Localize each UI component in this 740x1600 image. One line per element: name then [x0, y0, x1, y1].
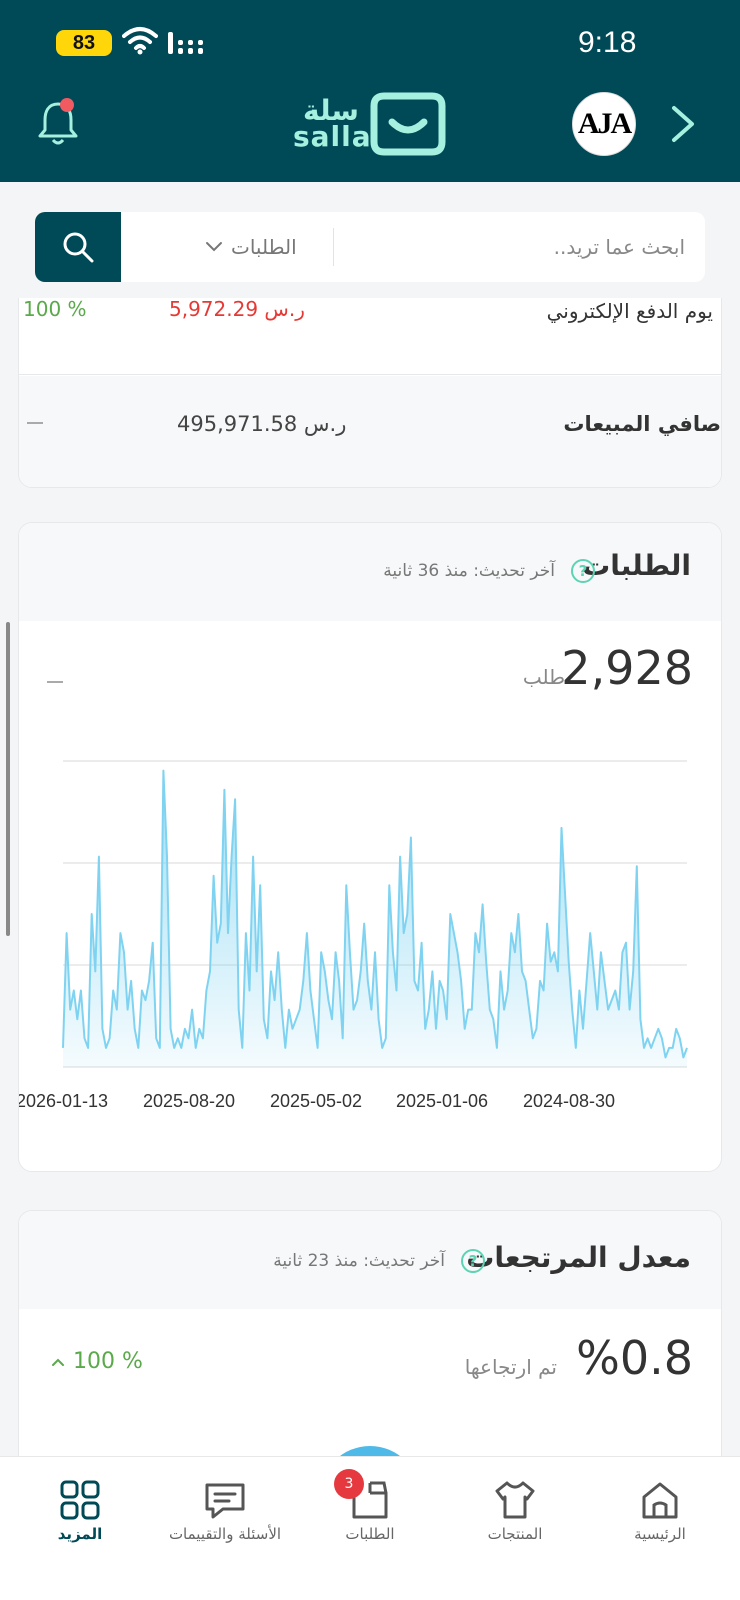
nav-label: المنتجات — [487, 1525, 543, 1543]
nav-label: الرئيسية — [634, 1525, 686, 1543]
nav-item-questions-reviews[interactable]: الأسئلة والتقييمات — [155, 1457, 295, 1557]
net-sales-label: صافي المبيعات — [563, 412, 721, 436]
arrow-up-icon — [52, 1358, 64, 1366]
cellular-signal-icon — [168, 32, 203, 54]
chart-area — [63, 770, 687, 1067]
wifi-icon — [122, 27, 158, 55]
summary-row-value: 5,972.29 ر.س — [169, 297, 305, 321]
search-divider — [333, 228, 334, 266]
box-icon — [352, 1481, 388, 1519]
chart-x-tick-label: 2025-08-20 — [143, 1091, 235, 1111]
comment-icon — [205, 1483, 245, 1519]
help-icon[interactable]: ? — [571, 559, 595, 583]
chevron-right-icon[interactable] — [670, 104, 696, 144]
returns-rate-card: معدل المرتجعات ? آخر تحديث: منذ 23 ثانية… — [18, 1210, 722, 1470]
nav-label: الطلبات — [345, 1525, 395, 1543]
nav-item-orders[interactable]: الطلبات — [320, 1457, 420, 1557]
returns-rate-unit: تم ارتجاعها — [464, 1355, 557, 1379]
chart-x-tick-label: 2025-05-02 — [270, 1091, 362, 1111]
salla-logo-icon — [370, 92, 446, 156]
nav-item-home[interactable]: الرئيسية — [610, 1457, 710, 1557]
search-input[interactable] — [345, 212, 685, 282]
search-icon — [63, 232, 94, 263]
summary-row — [19, 291, 721, 375]
nav-item-products[interactable]: المنتجات — [465, 1457, 565, 1557]
returns-rate-change: 100 % — [51, 1349, 143, 1374]
search-category-label: الطلبات — [231, 235, 297, 259]
scroll-indicator — [6, 622, 10, 936]
summary-row-change: 100 % — [23, 297, 87, 321]
nav-label: المزيد — [57, 1525, 103, 1543]
chart-x-tick-label: 2024-08-30 — [523, 1091, 615, 1111]
orders-total: 2,928 — [561, 641, 693, 695]
net-sales-row: صافي المبيعات 495,971.58 ر.س — [19, 376, 721, 487]
chart-series-line — [62, 769, 688, 1059]
orders-unit: طلب — [522, 665, 565, 689]
shirt-icon — [495, 1481, 535, 1519]
search-box: الطلبات — [35, 212, 705, 282]
search-button[interactable] — [35, 212, 121, 282]
chevron-down-icon — [206, 242, 222, 252]
status-time: 9:18 — [578, 26, 637, 59]
bottom-navigation: الرئيسية المنتجات الطلبات 3 الأسئلة والت… — [0, 1456, 740, 1600]
summary-row-label: يوم الدفع الإلكتروني — [546, 299, 713, 323]
salla-logo-arabic: سلة — [303, 94, 359, 127]
notification-dot — [60, 98, 74, 112]
store-avatar[interactable]: AJA — [572, 92, 636, 156]
salla-logo-english: salla — [293, 120, 372, 153]
home-icon — [642, 1482, 678, 1519]
returns-card-header: معدل المرتجعات ? آخر تحديث: منذ 23 ثانية — [19, 1211, 721, 1309]
orders-chart: 2026-01-13 2025-08-20 2025-05-02 2025-01-06… — [19, 760, 688, 1111]
orders-card: الطلبات ? آخر تحديث: منذ 36 ثانية 2,928 … — [18, 522, 722, 1172]
search-category-select[interactable]: الطلبات — [205, 212, 297, 282]
last-updated-text: آخر تحديث: منذ 36 ثانية — [383, 561, 555, 581]
returns-card-title: معدل المرتجعات — [466, 1241, 691, 1274]
orders-card-title: الطلبات — [582, 549, 691, 582]
neutral-change-indicator — [47, 681, 63, 683]
returns-rate-value: %0.8 — [576, 1331, 693, 1385]
neutral-change-indicator — [27, 422, 43, 424]
orders-badge: 3 — [334, 1469, 364, 1499]
help-icon[interactable]: ? — [461, 1249, 485, 1273]
grid-icon — [60, 1480, 100, 1520]
chart-x-tick-label: 2025-01-06 — [396, 1091, 488, 1111]
returns-change-value: 100 % — [73, 1349, 143, 1374]
search-bar-area: الطلبات — [0, 182, 740, 298]
last-updated-text: آخر تحديث: منذ 23 ثانية — [273, 1251, 445, 1271]
app-header: 83 9:18 سلة salla AJA — [0, 0, 740, 182]
chart-x-tick-label: 2026-01-13 — [19, 1091, 108, 1111]
net-sales-value: 495,971.58 ر.س — [177, 412, 347, 436]
nav-label: الأسئلة والتقييمات — [168, 1525, 282, 1543]
nav-item-more[interactable]: المزيد — [30, 1457, 130, 1557]
orders-card-header: الطلبات ? آخر تحديث: منذ 36 ثانية — [19, 523, 721, 621]
battery-indicator: 83 — [56, 30, 112, 56]
